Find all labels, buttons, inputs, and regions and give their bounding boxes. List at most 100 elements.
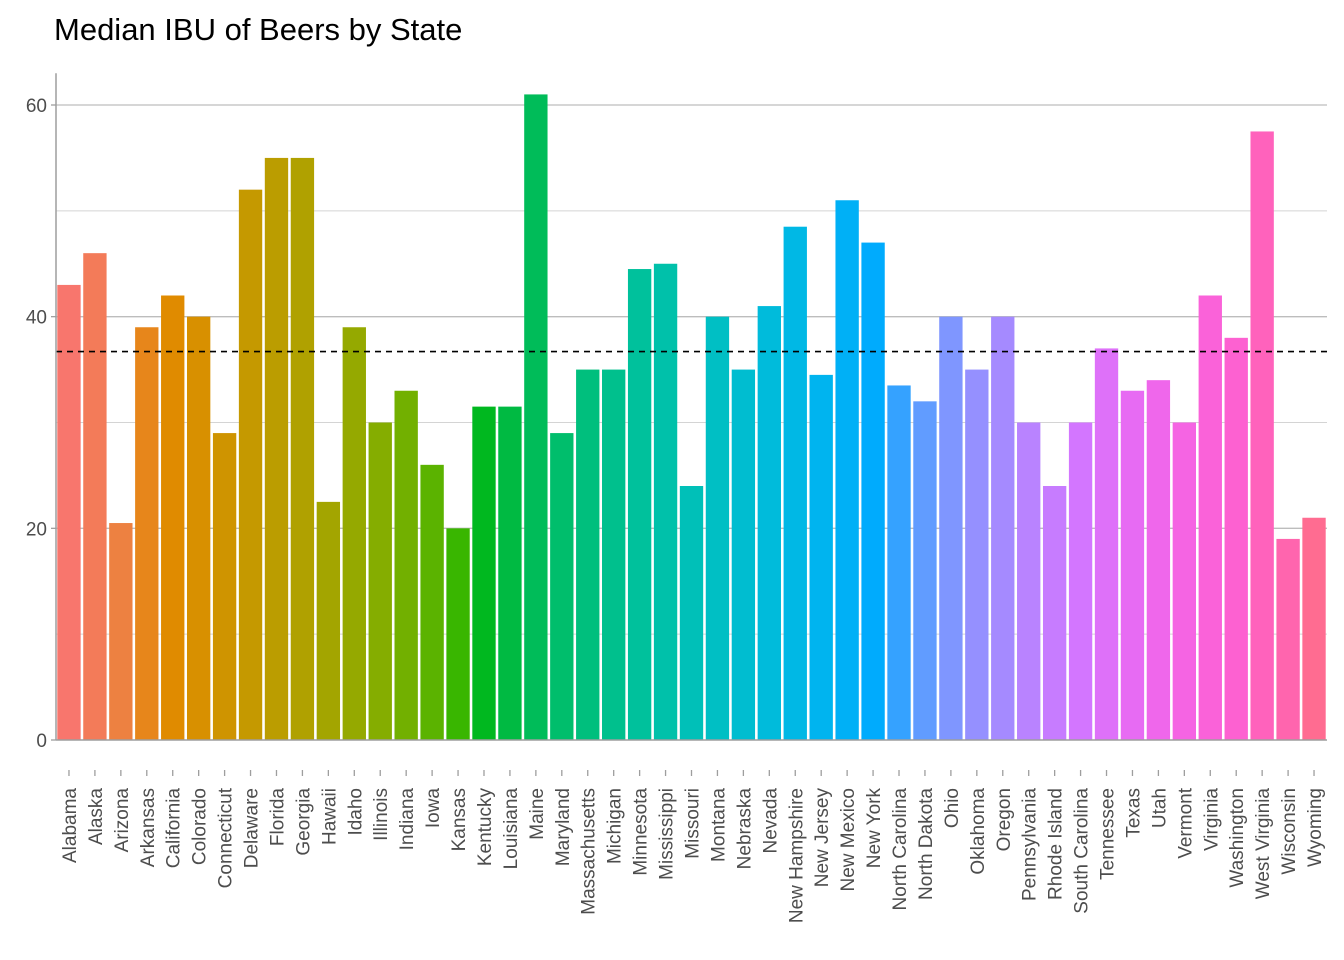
bar-wisconsin — [1276, 538, 1300, 740]
x-tick-label: Washington — [1227, 788, 1248, 888]
x-tick-label: Florida — [267, 788, 288, 847]
bar-rhode-island — [1042, 486, 1067, 740]
bar-indiana — [394, 390, 418, 740]
x-tick-label: New Mexico — [838, 788, 859, 891]
x-tick-label: Maine — [527, 788, 548, 840]
bar-washington — [1224, 337, 1248, 740]
x-tick-label: Georgia — [293, 788, 314, 856]
bar-colorado — [186, 316, 211, 740]
x-tick-label: Kansas — [449, 788, 470, 851]
x-tick-label: Virginia — [1201, 788, 1222, 851]
x-tick-label: Delaware — [242, 788, 263, 868]
x-tick-label: Missouri — [683, 788, 704, 859]
x-tick-label: Oregon — [994, 788, 1015, 851]
bar-texas — [1120, 390, 1145, 740]
x-tick-label: Indiana — [397, 788, 418, 851]
x-tick-label: New Jersey — [812, 788, 833, 888]
x-tick-label: Iowa — [423, 788, 444, 829]
bar-oregon — [991, 316, 1015, 740]
x-tick-label: Utah — [1149, 788, 1170, 828]
bar-utah — [1146, 380, 1171, 740]
bar-kansas — [446, 528, 470, 740]
x-tick-label: Ohio — [942, 788, 963, 828]
bar-tennessee — [1094, 348, 1119, 740]
bar-kentucky — [472, 406, 496, 740]
bar-missouri — [679, 486, 704, 740]
bar-alaska — [83, 253, 107, 740]
bar-wyoming — [1302, 517, 1326, 740]
bar-florida — [264, 157, 289, 740]
x-tick-label: North Dakota — [916, 788, 937, 900]
bar-alabama — [57, 284, 81, 740]
x-tick-label: Illinois — [371, 788, 392, 841]
bar-new-mexico — [835, 200, 859, 740]
bar-ohio — [939, 316, 963, 740]
x-tick-label: North Carolina — [890, 788, 911, 911]
bar-connecticut — [212, 433, 237, 740]
x-tick-label: California — [164, 788, 185, 869]
bar-minnesota — [627, 269, 652, 740]
x-tick-label: Massachusetts — [579, 788, 600, 915]
x-tick-label: Idaho — [345, 788, 366, 836]
bar-massachusetts — [576, 369, 600, 740]
bar-virginia — [1198, 295, 1222, 740]
bar-arizona — [109, 523, 133, 740]
bar-nebraska — [731, 369, 756, 740]
bar-arkansas — [135, 327, 159, 740]
x-tick-label: Nebraska — [734, 788, 755, 870]
x-tick-label: Michigan — [605, 788, 626, 864]
x-tick-label: Minnesota — [631, 788, 652, 876]
bar-idaho — [342, 327, 366, 740]
bar-maine — [524, 94, 548, 740]
bar-mississippi — [653, 263, 678, 740]
bar-montana — [705, 316, 730, 740]
bar-maryland — [550, 433, 574, 740]
bars — [57, 94, 1326, 741]
x-tick-label: Arizona — [112, 788, 133, 853]
x-tick-label: Alaska — [86, 788, 107, 845]
x-tick-label: Louisiana — [501, 788, 522, 870]
bar-new-jersey — [809, 374, 833, 740]
x-tick-label: Nevada — [760, 788, 781, 854]
bar-delaware — [238, 189, 263, 740]
y-tick-label: 60 — [26, 96, 47, 117]
y-tick-label: 20 — [26, 519, 47, 540]
y-tick-label: 0 — [36, 731, 47, 752]
bar-illinois — [368, 422, 392, 740]
x-tick-label: Kentucky — [475, 788, 496, 867]
x-tick-label: New York — [864, 788, 885, 869]
x-tick-label: Arkansas — [138, 788, 159, 867]
x-tick-label: Mississippi — [657, 788, 678, 880]
bar-north-dakota — [913, 401, 937, 740]
x-tick-label: Oklahoma — [968, 788, 989, 875]
x-tick-label: Tennessee — [1098, 788, 1119, 880]
x-tick-label: Vermont — [1175, 787, 1196, 858]
x-tick-label: West Virginia — [1253, 788, 1274, 900]
x-tick-label: Connecticut — [216, 787, 237, 888]
x-tick-label: Wyoming — [1305, 788, 1326, 867]
x-tick-label: Hawaii — [319, 788, 340, 845]
y-tick-label: 40 — [26, 308, 47, 329]
bar-hawaii — [316, 501, 341, 740]
axes: 0 20 40 60 Alabama Alaska Arizona Arkansas Calif… — [26, 73, 1327, 923]
x-tick-label: Maryland — [553, 788, 574, 866]
bar-west-virginia — [1250, 131, 1274, 741]
x-tick-label: Wisconsin — [1279, 788, 1300, 875]
bar-south-carolina — [1068, 422, 1093, 740]
x-tick-label: New Hampshire — [786, 788, 807, 923]
bar-new-hampshire — [783, 226, 807, 741]
bar-pennsylvania — [1017, 422, 1041, 740]
chart-title: Median IBU of Beers by State — [54, 12, 463, 47]
bar-california — [161, 295, 185, 740]
bar-new-york — [861, 242, 885, 741]
x-tick-label: Pennsylvania — [1020, 788, 1041, 901]
bar-louisiana — [498, 406, 522, 740]
bar-michigan — [602, 369, 626, 740]
x-tick-label: Rhode Island — [1046, 788, 1067, 900]
bar-georgia — [290, 157, 315, 740]
x-tick-label: Alabama — [60, 788, 81, 863]
x-tick-label: South Carolina — [1072, 788, 1093, 914]
bar-vermont — [1172, 422, 1197, 740]
bar-nevada — [757, 306, 781, 740]
